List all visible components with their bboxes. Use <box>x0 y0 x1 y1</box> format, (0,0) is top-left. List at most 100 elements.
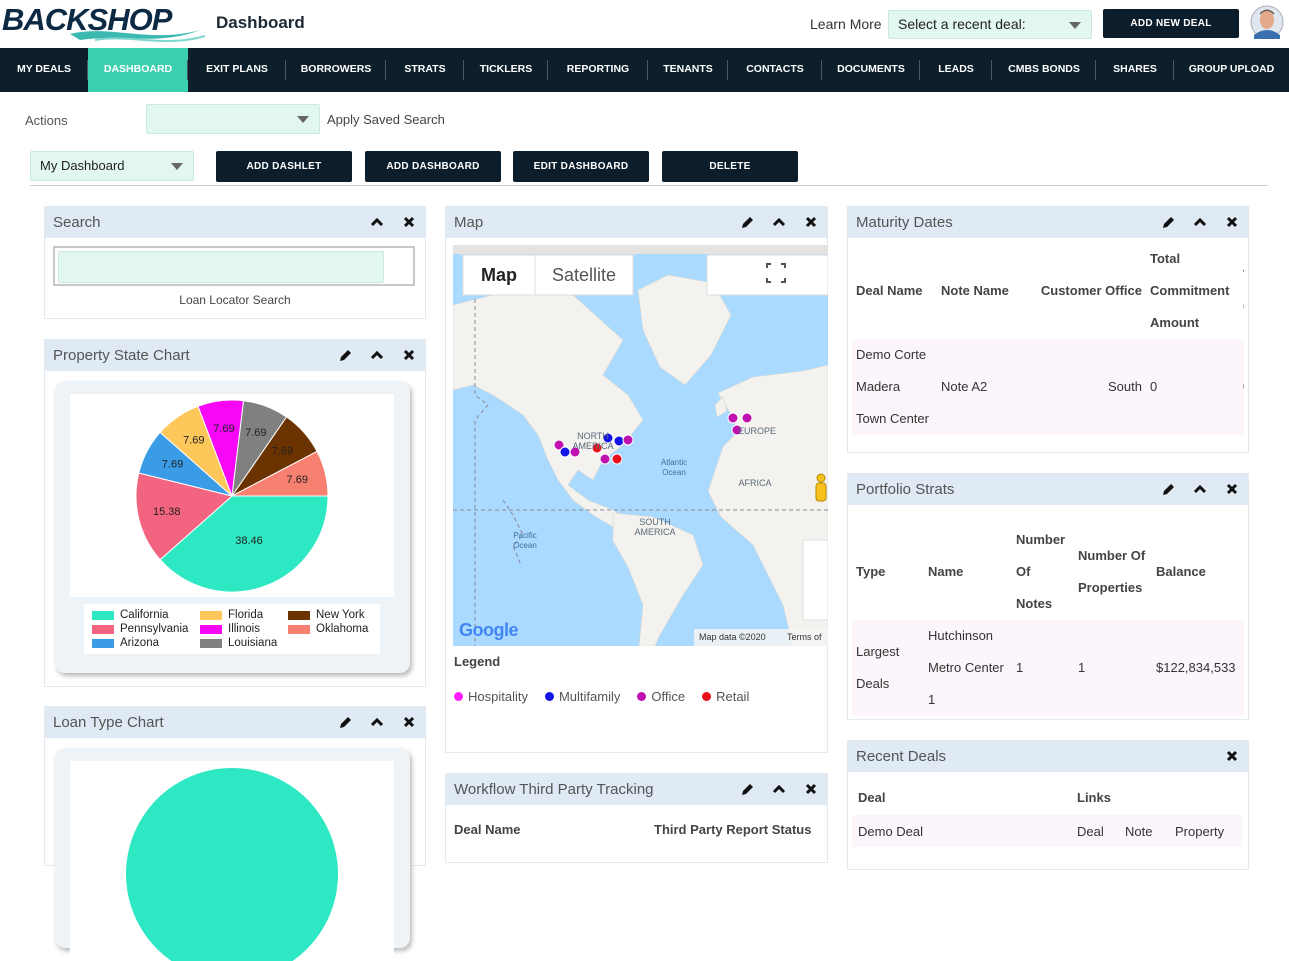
table-cell: Demo Corte Madera Town Center <box>856 347 929 426</box>
nav-item[interactable]: TICKLERS <box>464 48 548 92</box>
toolbar-button[interactable]: EDIT DASHBOARD <box>513 151 649 182</box>
satellite-type-button[interactable]: Satellite <box>551 265 617 285</box>
nav-item[interactable]: SHARES <box>1096 48 1174 92</box>
legend-swatch <box>92 638 114 648</box>
legend-item[interactable]: Florida <box>200 608 288 622</box>
legend-item[interactable]: Arizona <box>92 636 200 650</box>
legend-item[interactable]: New York <box>288 608 388 622</box>
actions-label: Actions <box>25 113 68 128</box>
legend-dot <box>454 692 463 701</box>
toolbar-button[interactable]: ADD DASHBOARD <box>365 151 501 182</box>
map-terms[interactable]: Terms of <box>787 632 822 642</box>
nav-item[interactable]: CMBS BONDS <box>992 48 1096 92</box>
dashlet-header: Loan Type Chart <box>45 707 425 738</box>
map-legend-item[interactable]: Office <box>637 689 685 704</box>
logo[interactable]: BACKSHOP <box>2 2 172 37</box>
map-legend: Hospitality Multifamily Office Retail <box>454 689 766 704</box>
dashboard-select[interactable]: My Dashboard <box>30 151 194 181</box>
toolbar-divider <box>30 185 1268 186</box>
caret-button[interactable] <box>763 774 795 805</box>
column-header: Links <box>1077 790 1111 805</box>
nav-item[interactable]: TENANTS <box>648 48 728 92</box>
nav-item[interactable]: GROUP UPLOAD <box>1188 63 1275 75</box>
close-button[interactable] <box>1216 207 1248 238</box>
user-avatar[interactable] <box>1250 5 1284 39</box>
legend-item[interactable]: Oklahoma <box>288 622 388 636</box>
table-cell: 1 <box>1078 660 1086 675</box>
map-legend-item[interactable]: Multifamily <box>544 689 620 704</box>
pencil-button[interactable] <box>1152 474 1184 505</box>
logo-swoosh <box>70 30 206 42</box>
toolbar-button[interactable]: DELETE <box>662 151 798 182</box>
caret-button[interactable] <box>1184 474 1216 505</box>
close-button[interactable] <box>393 340 425 371</box>
table-cell: 0 <box>1239 339 1244 435</box>
caret-button[interactable] <box>361 340 393 371</box>
legend-label: Retail <box>716 689 750 704</box>
pencil-button[interactable] <box>329 340 361 371</box>
icon-shape <box>370 717 384 727</box>
close-button[interactable] <box>1216 741 1248 772</box>
nav-item[interactable]: DOCUMENTS <box>822 48 920 92</box>
nav-item[interactable]: EXIT PLANS <box>188 48 286 92</box>
legend-item[interactable]: California <box>92 608 200 622</box>
actions-select[interactable] <box>146 104 320 134</box>
column-header: Note Name <box>941 283 1009 298</box>
pencil-button[interactable] <box>731 207 763 238</box>
map-view[interactable]: Map Satellite NORTH AMERICA EUROPE AFRIC… <box>453 245 828 646</box>
close-button[interactable] <box>795 774 827 805</box>
close-button[interactable] <box>393 207 425 238</box>
recent-deal-select[interactable]: Select a recent deal: <box>888 10 1092 39</box>
map-legend-item[interactable]: Hospitality <box>454 689 528 704</box>
learn-more-link[interactable]: Learn More <box>810 16 882 32</box>
close-button[interactable] <box>795 207 827 238</box>
data-table: Type Name Number Of Notes Number Of Propert… <box>852 524 1244 716</box>
map-legend-item[interactable]: Retail <box>702 689 749 704</box>
legend-item[interactable]: Illinois <box>200 622 288 636</box>
map-legend-title: Legend <box>454 654 501 669</box>
legend-item[interactable]: Pennsylvania <box>92 622 200 636</box>
legend-label: Louisiana <box>228 637 278 649</box>
icon-shape <box>1163 484 1174 495</box>
legend-label: Arizona <box>120 637 159 649</box>
legend-item[interactable]: Louisiana <box>200 636 288 650</box>
pencil-button[interactable] <box>1152 207 1184 238</box>
nav-item[interactable]: LEADS <box>920 48 992 92</box>
close-button[interactable] <box>1216 474 1248 505</box>
add-new-deal-button[interactable]: ADD NEW DEAL <box>1103 9 1239 38</box>
pencil-button[interactable] <box>731 774 763 805</box>
deal-link[interactable]: Deal <box>1077 824 1104 839</box>
column-header: Name <box>928 564 964 579</box>
dashlet-header: Recent Deals <box>848 741 1248 772</box>
dashlet-header: Property State Chart <box>45 340 425 371</box>
deal-link[interactable]: Note <box>1125 824 1153 839</box>
dashlet-tools <box>1216 741 1248 772</box>
caret-button[interactable] <box>763 207 795 238</box>
nav-item[interactable]: REPORTING <box>548 48 648 92</box>
toolbar-button[interactable]: ADD DASHLET <box>216 151 352 182</box>
dashlet-tools <box>329 340 425 371</box>
main-nav: MY DEALS DASHBOARD EXIT PLANS BORROWERS STRA… <box>0 48 1289 92</box>
loan-search-input[interactable] <box>58 251 384 283</box>
deal-name: Demo Deal <box>858 824 924 839</box>
dashlet-title: Recent Deals <box>856 748 947 765</box>
deal-link[interactable]: Property <box>1175 824 1225 839</box>
pencil-button[interactable] <box>329 707 361 738</box>
legend-label: Pennsylvania <box>120 623 189 635</box>
nav-item[interactable]: DASHBOARD <box>88 48 188 92</box>
nav-item[interactable]: BORROWERS <box>286 48 386 92</box>
apply-saved-search[interactable]: Apply Saved Search <box>327 112 445 127</box>
column-header: Deal Name <box>856 283 923 298</box>
caret-button[interactable] <box>361 207 393 238</box>
caret-button[interactable] <box>1184 207 1216 238</box>
header-row: Type Name Number Of Notes Number Of Propert… <box>852 524 1244 620</box>
caret-button[interactable] <box>361 707 393 738</box>
nav-item[interactable]: CONTACTS <box>728 48 822 92</box>
map-type-button[interactable]: Map <box>481 265 517 285</box>
nav-item[interactable]: STRATS <box>386 48 464 92</box>
chart-card: 38.46 15.38 7.69 7.69 7.69 7.69 7.69 7.69 Calif… <box>55 381 410 673</box>
column-header: Number Of Notes <box>1016 532 1066 611</box>
nav-item[interactable]: MY DEALS <box>0 48 88 92</box>
close-button[interactable] <box>393 707 425 738</box>
